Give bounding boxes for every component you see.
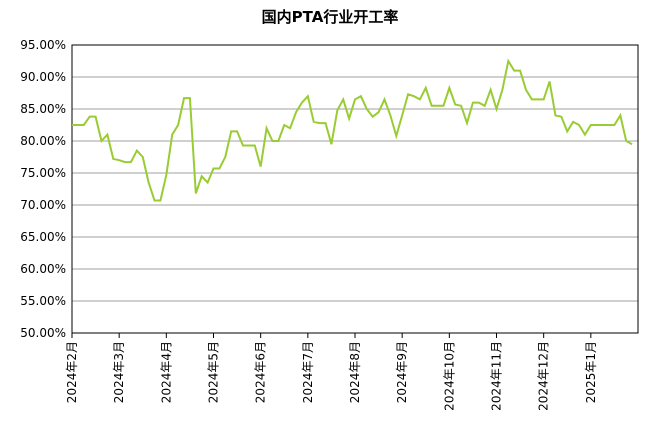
y-tick-label: 95.00% (20, 38, 66, 52)
x-tick-label: 2024年11月 (490, 341, 504, 411)
x-tick-label: 2024年5月 (207, 341, 221, 403)
chart-title: 国内PTA行业开工率 (262, 8, 399, 26)
y-tick-label: 70.00% (20, 198, 66, 212)
x-tick-label: 2024年9月 (395, 341, 409, 403)
x-tick-label: 2024年8月 (348, 341, 362, 403)
y-tick-label: 50.00% (20, 326, 66, 340)
y-tick-label: 55.00% (20, 294, 66, 308)
x-tick-label: 2024年6月 (254, 341, 268, 403)
y-tick-label: 65.00% (20, 230, 66, 244)
x-tick-label: 2024年12月 (537, 341, 551, 411)
x-tick-label: 2024年4月 (159, 341, 173, 403)
x-tick-label: 2024年3月 (112, 341, 126, 403)
y-tick-label: 90.00% (20, 70, 66, 84)
y-tick-label: 80.00% (20, 134, 66, 148)
y-tick-label: 60.00% (20, 262, 66, 276)
x-tick-label: 2025年1月 (584, 341, 598, 403)
y-tick-label: 85.00% (20, 102, 66, 116)
y-tick-label: 75.00% (20, 166, 66, 180)
x-tick-label: 2024年7月 (301, 341, 315, 403)
x-tick-label: 2024年10月 (442, 341, 456, 411)
line-series (72, 58, 633, 202)
x-tick-label: 2024年2月 (65, 341, 79, 403)
plot-border (71, 44, 639, 334)
